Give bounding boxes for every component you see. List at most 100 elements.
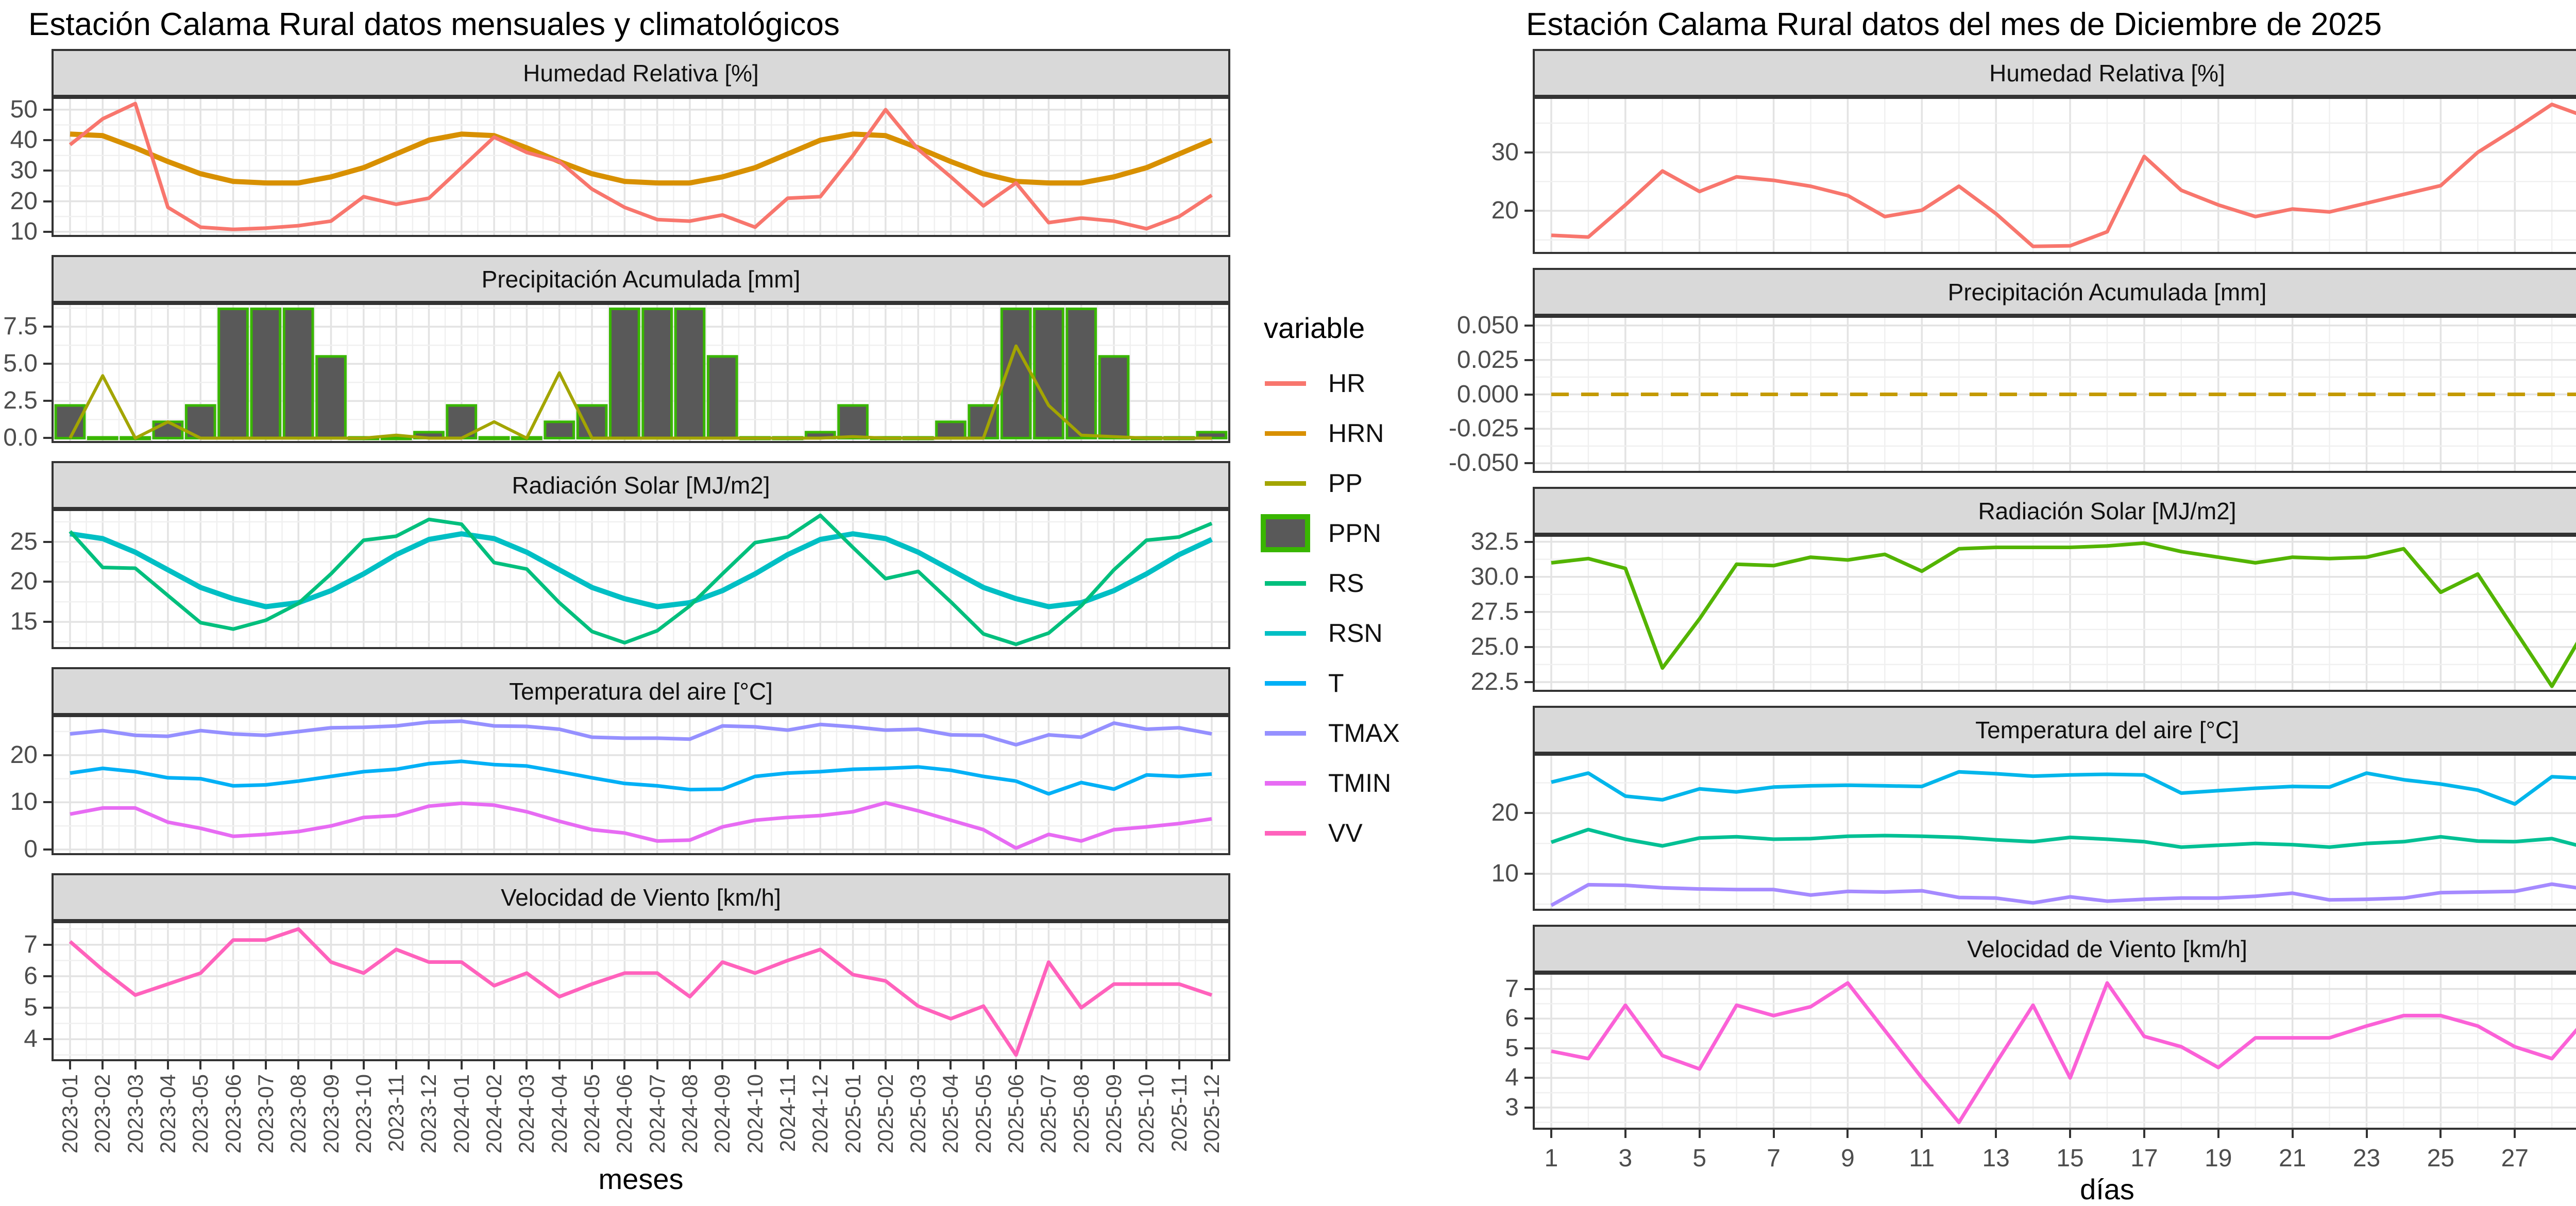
y-tick-mark	[1524, 575, 1533, 578]
x-tick-mark	[754, 1061, 756, 1069]
x-tick-mark	[1550, 1130, 1552, 1138]
x-tick-mark	[1015, 1061, 1018, 1069]
series-line-HR	[1551, 103, 2576, 248]
y-tick-label: 4	[1505, 1064, 1519, 1092]
panel-plot-monthly-2	[52, 509, 1230, 649]
x-tick-mark	[2291, 1130, 2294, 1138]
y-tick-mark	[1524, 873, 1533, 875]
bar-PPN	[315, 355, 347, 439]
y-tick-label: 7	[24, 930, 38, 958]
bar-PPN	[609, 308, 640, 439]
y-tick-mark	[43, 848, 52, 851]
legend-label-TMIN: TMIN	[1328, 769, 1392, 797]
series-line-TMIN	[70, 801, 1212, 850]
panel-plot-monthly-1	[52, 303, 1230, 443]
y-tick-label: 10	[10, 217, 38, 245]
y-tick-label: 0.000	[1456, 380, 1519, 408]
panel-plot-daily-0	[1533, 97, 2576, 254]
x-tick-mark	[526, 1061, 528, 1069]
y-tick-mark	[43, 801, 52, 804]
y-tick-mark	[1524, 681, 1533, 683]
x-tick-mark	[1921, 1130, 1923, 1138]
x-tick-mark	[786, 1061, 789, 1069]
y-tick-label: 0	[24, 836, 38, 863]
x-tick-label: 17	[2130, 1145, 2158, 1172]
legend-key-TMIN	[1265, 781, 1306, 786]
facet-strip-daily-2: Radiación Solar [MJ/m2]	[1533, 487, 2576, 535]
y-tick-label: 22.5	[1470, 668, 1519, 695]
x-tick-label: 15	[2056, 1145, 2084, 1172]
y-tick-label: 5.0	[3, 350, 38, 378]
x-tick-mark	[917, 1061, 920, 1069]
legend-key-HR	[1265, 381, 1306, 386]
x-tick-mark	[395, 1061, 398, 1069]
y-tick-mark	[43, 363, 52, 365]
y-tick-mark	[43, 326, 52, 328]
x-tick-mark	[330, 1061, 332, 1069]
y-tick-mark	[1524, 988, 1533, 990]
y-tick-label: 5	[24, 994, 38, 1022]
bar-PPN	[87, 436, 118, 440]
legend-label-VV: VV	[1328, 819, 1363, 847]
legend-key-T	[1265, 681, 1306, 686]
y-tick-label: -0.050	[1448, 449, 1519, 477]
y-tick-mark	[1524, 1047, 1533, 1049]
bar-PPN	[706, 355, 738, 439]
y-tick-label: 30	[10, 157, 38, 184]
series-line-TMAX	[70, 719, 1212, 747]
y-tick-label: 6	[24, 962, 38, 990]
y-tick-mark	[1524, 393, 1533, 396]
bar-PPN	[380, 436, 412, 440]
y-tick-label: 0.050	[1456, 311, 1519, 339]
y-tick-label: 5	[1505, 1034, 1519, 1062]
x-tick-mark	[2217, 1130, 2219, 1138]
y-tick-label: 10	[1491, 860, 1519, 888]
legend-label-PP: PP	[1328, 469, 1363, 498]
x-tick-mark	[362, 1061, 365, 1069]
x-tick-label: 19	[2205, 1145, 2232, 1172]
y-tick-mark	[43, 621, 52, 623]
x-tick-mark	[493, 1061, 496, 1069]
bar-PPN	[544, 420, 575, 440]
x-tick-label: 7	[1767, 1145, 1781, 1172]
legend-label-HR: HR	[1328, 369, 1366, 398]
y-tick-mark	[1524, 646, 1533, 648]
x-tick-mark	[232, 1061, 234, 1069]
series-line-HR	[69, 101, 1213, 231]
bar-PPN	[641, 308, 673, 439]
x-tick-mark	[982, 1061, 985, 1069]
y-tick-label: 20	[10, 741, 38, 769]
y-tick-label: 30	[1491, 138, 1519, 166]
x-tick-mark	[460, 1061, 463, 1069]
legend-label-RS: RS	[1328, 569, 1364, 598]
y-tick-mark	[43, 400, 52, 402]
right-x-axis-title: días	[2080, 1173, 2134, 1205]
y-tick-label: 27.5	[1470, 598, 1519, 625]
y-tick-label: 7	[1505, 975, 1519, 1003]
series-line-PP	[69, 344, 1212, 440]
y-tick-label: 20	[1491, 799, 1519, 827]
x-tick-label: 5	[1692, 1145, 1707, 1172]
y-tick-mark	[1524, 428, 1533, 430]
y-tick-label: 0.0	[3, 424, 38, 452]
y-tick-mark	[1524, 540, 1533, 543]
facet-strip-daily-0: Humedad Relativa [%]	[1533, 49, 2576, 97]
panel-plot-monthly-0	[52, 97, 1230, 237]
series-line-TMIN	[1550, 882, 2576, 907]
series-line-VV	[69, 927, 1213, 1057]
x-tick-mark	[950, 1061, 952, 1069]
x-tick-label: 11	[1909, 1145, 1935, 1172]
x-tick-mark	[852, 1061, 854, 1069]
x-tick-mark	[1080, 1061, 1082, 1069]
x-tick-mark	[1624, 1130, 1626, 1138]
x-tick-mark	[1846, 1130, 1849, 1138]
x-tick-mark	[2514, 1130, 2516, 1138]
bar-PPN	[217, 308, 249, 439]
x-tick-mark	[656, 1061, 658, 1069]
x-tick-mark	[1698, 1130, 1701, 1138]
series-line-RS	[69, 513, 1213, 647]
y-tick-mark	[1524, 812, 1533, 814]
x-tick-mark	[2365, 1130, 2368, 1138]
